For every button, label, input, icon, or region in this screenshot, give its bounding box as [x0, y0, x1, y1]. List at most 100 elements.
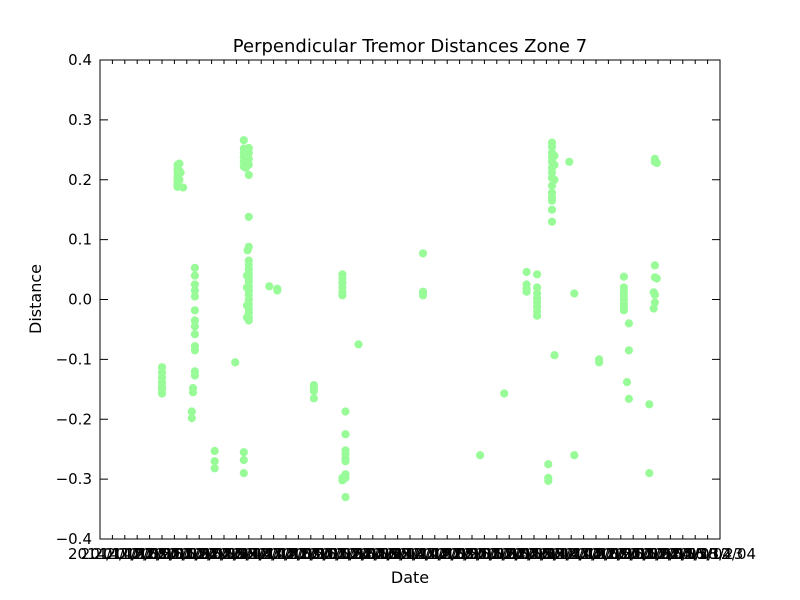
x-tick-label: 2015/03/12	[644, 545, 730, 563]
data-point	[341, 493, 350, 502]
data-point	[210, 446, 219, 456]
data-point	[645, 469, 654, 478]
x-tick-label: 2015/01/12	[580, 545, 666, 563]
x-tick-label: 2015/01/01	[260, 545, 346, 563]
data-point	[624, 319, 634, 328]
y-tick-label: −0.1	[56, 350, 92, 368]
data-point	[550, 351, 559, 360]
data-point	[341, 457, 350, 466]
label-clip	[796, 540, 800, 570]
data-point	[570, 289, 579, 298]
x-tick-label: 2015/03/23	[503, 545, 589, 563]
data-point	[476, 451, 485, 460]
data-point	[418, 291, 428, 300]
data-point	[624, 346, 634, 355]
x-tick-label: 2015/01/01	[567, 545, 653, 563]
data-point	[550, 151, 559, 160]
x-axis-label: Date	[391, 568, 429, 587]
data-point	[242, 301, 251, 310]
x-tick-label: 2015/02/16	[618, 545, 704, 563]
data-point	[550, 160, 559, 169]
data-point	[650, 261, 660, 270]
data-point	[309, 387, 318, 396]
y-tick-label: 0.1	[68, 231, 92, 249]
data-point	[190, 271, 199, 280]
x-tick-label: 2014/11/27	[68, 545, 154, 563]
data-point	[210, 457, 219, 466]
y-tick-label: 0.2	[68, 171, 92, 189]
data-point	[547, 217, 557, 226]
x-tick-label: 2014/12/20	[247, 545, 333, 563]
data-point	[190, 322, 199, 331]
data-point	[533, 311, 542, 320]
data-point	[544, 460, 553, 469]
data-point	[418, 249, 428, 258]
x-tick-label: 2014/11/27	[222, 545, 308, 563]
plot-frame	[99, 59, 721, 540]
x-tick-label: 2015/02/16	[465, 545, 551, 563]
x-tick-label: 2015/01/01	[414, 545, 500, 563]
x-tick-label: 2015/02/16	[158, 545, 244, 563]
x-tick-label: 2015/01/24	[286, 545, 372, 563]
data-point	[619, 272, 629, 281]
x-tick-label: 2014/12/08	[388, 545, 474, 563]
data-point	[550, 175, 559, 184]
data-point	[273, 286, 282, 295]
x-tick-label: 2015/04/04	[670, 545, 756, 563]
data-point	[239, 136, 248, 145]
y-tick-label: −0.3	[56, 470, 92, 488]
data-point	[188, 388, 198, 397]
x-tick-label: 2014/12/20	[94, 545, 180, 563]
y-tick-label: 0.0	[68, 291, 92, 309]
data-point	[522, 267, 531, 277]
y-tick-label: 0.4	[68, 51, 92, 69]
data-point	[175, 175, 184, 184]
x-tick-label: 2015/03/23	[196, 545, 282, 563]
axis-ticks: −0.4 −0.3 −0.2 −0.1 0.0 0.1 0.2 0.3 0.4 2014/11/2…	[56, 51, 800, 570]
x-tick-label: 2015/02/04	[452, 545, 538, 563]
x-tick-label: 2015/02/28	[478, 545, 564, 563]
data-point	[595, 358, 604, 367]
data-point	[547, 205, 557, 214]
data-point	[239, 448, 248, 457]
x-tick-label: 2015/02/04	[606, 545, 692, 563]
data-point	[242, 283, 251, 292]
x-tick-label: 2014/12/08	[542, 545, 628, 563]
data-point	[645, 400, 654, 409]
x-tick-label: 2015/01/24	[132, 545, 218, 563]
data-point	[565, 157, 574, 166]
x-tick-label: 2015/01/01	[106, 545, 192, 563]
x-tick-label: 2014/12/20	[554, 545, 640, 563]
data-point	[547, 196, 557, 205]
data-point	[341, 473, 350, 482]
y-axis-label: Distance	[26, 264, 45, 334]
data-point	[624, 394, 634, 403]
y-tick-label: −0.2	[56, 410, 92, 428]
data-point	[190, 292, 199, 301]
data-point	[652, 158, 661, 168]
x-tick-label: 2015/04/04	[362, 545, 448, 563]
chart-title: Perpendicular Tremor Distances Zone 7	[233, 36, 587, 57]
y-tick-label: 0.3	[68, 111, 92, 129]
data-point	[622, 378, 632, 387]
y-tick-label: −0.4	[56, 530, 92, 548]
x-tick-label: 2015/03/23	[657, 545, 743, 563]
x-tick-label: 2015/01/12	[426, 545, 512, 563]
x-tick-label: 2014/11/27	[529, 545, 615, 563]
data-point	[190, 263, 199, 272]
x-tick-label: 2015/03/23	[350, 545, 436, 563]
x-tick-label: 2014/12/08	[81, 545, 167, 563]
data-point	[239, 469, 248, 478]
x-tick-label: 2015/01/12	[273, 545, 359, 563]
data-point	[341, 407, 350, 416]
data-point	[190, 330, 199, 339]
data-point	[650, 290, 660, 299]
x-tick-label: 2015/02/28	[631, 545, 717, 563]
x-tick-label: 2015/02/04	[145, 545, 231, 563]
data-point	[210, 464, 219, 473]
data-point	[190, 306, 199, 315]
scatter-points	[157, 136, 661, 502]
data-point	[190, 371, 199, 380]
data-point	[190, 346, 199, 355]
x-tick-label: 2015/02/04	[298, 545, 384, 563]
